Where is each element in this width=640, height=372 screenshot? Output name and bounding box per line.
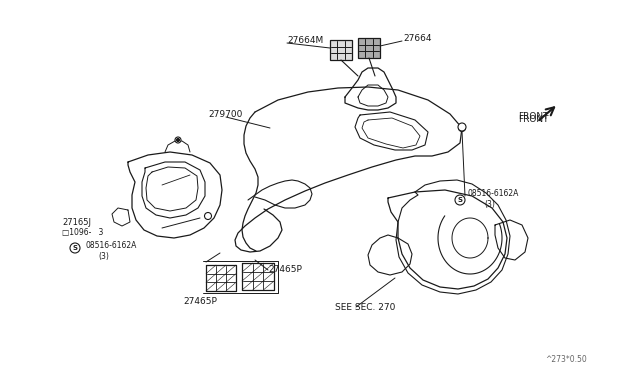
Bar [358,38,380,58]
Circle shape [458,125,465,131]
Text: 27664M: 27664M [287,35,323,45]
Text: 08516-6162A: 08516-6162A [85,241,136,250]
Text: SEE SEC. 270: SEE SEC. 270 [335,304,396,312]
Circle shape [175,137,181,143]
Text: 27165J: 27165J [62,218,91,227]
Text: (3): (3) [484,199,495,208]
Text: 27465P: 27465P [183,296,217,305]
Text: FRONT: FRONT [518,112,548,121]
Text: 27465P: 27465P [268,266,302,275]
Text: S: S [72,245,77,251]
Text: 279700: 279700 [208,109,243,119]
Text: FRONT: FRONT [518,115,548,124]
Text: (3): (3) [98,251,109,260]
Circle shape [458,123,466,131]
Circle shape [205,212,211,219]
Text: S: S [458,197,463,203]
Text: ^273*0.50: ^273*0.50 [545,356,587,365]
Text: 27664: 27664 [403,33,431,42]
Text: 08516-6162A: 08516-6162A [468,189,520,198]
Bar [330,40,352,60]
Circle shape [70,243,80,253]
Circle shape [455,195,465,205]
Text: □1096-   3: □1096- 3 [62,228,104,237]
Circle shape [177,138,179,141]
